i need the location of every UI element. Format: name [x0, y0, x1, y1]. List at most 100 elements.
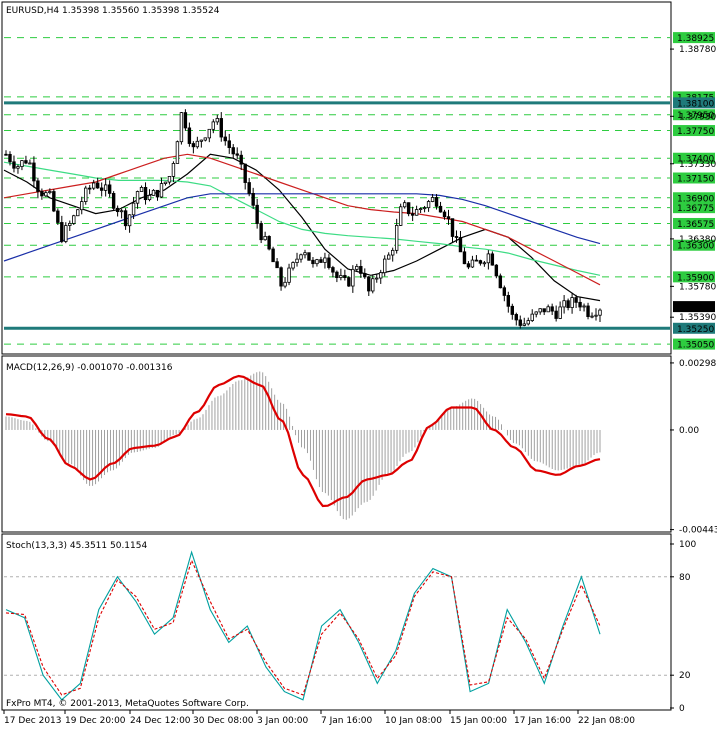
candle-body — [119, 210, 124, 213]
price-level-tag — [673, 172, 715, 184]
candle-body — [40, 191, 44, 197]
stoch-main-line — [5, 550, 601, 701]
candle-body — [574, 297, 578, 303]
candle-body — [490, 253, 495, 266]
price-axis-label: 1.38780 — [679, 45, 716, 55]
candle-body — [147, 194, 152, 201]
candle-body — [538, 308, 542, 313]
candle-body — [335, 271, 339, 279]
stoch-signal-line — [5, 558, 601, 696]
price-level-tag — [673, 239, 715, 251]
candle-body — [510, 305, 514, 315]
candle-body — [394, 225, 399, 251]
axis-labels-layer: 1.38780 1.37930 1.37330 1.36380 1.35780 1.353… — [3, 45, 717, 726]
candle-body — [598, 309, 602, 316]
candle-body — [32, 162, 36, 182]
candle-body — [175, 141, 180, 164]
candle-body — [92, 182, 96, 189]
candle-body — [410, 213, 415, 216]
candle-body — [450, 218, 455, 237]
candle-body — [470, 259, 475, 268]
candle-body — [446, 216, 451, 220]
candle-body — [263, 236, 267, 241]
price-axis-label: 1.37330 — [679, 160, 716, 170]
macd-axis-label: -0.004433 — [679, 526, 717, 536]
candle-body — [123, 210, 128, 227]
time-axis-label: 24 Dec 12:00 — [130, 716, 191, 726]
price-pane-frame[interactable] — [1, 1, 672, 355]
candle-body — [247, 182, 251, 194]
candle-body — [506, 295, 511, 307]
candle-body — [8, 153, 12, 163]
candle-body — [442, 211, 447, 218]
price-level-label: 1.37150 — [677, 175, 714, 185]
candle-body — [418, 208, 423, 210]
macd-signal-line — [5, 374, 601, 508]
price-level-tag — [673, 152, 715, 164]
time-axis-label: 30 Dec 08:00 — [193, 716, 254, 726]
candle-body — [20, 160, 24, 167]
macd-layer — [5, 371, 601, 520]
price-axis-label: 1.35780 — [679, 282, 716, 292]
time-axis-label: 15 Jan 00:00 — [450, 716, 507, 726]
candle-body — [387, 254, 391, 260]
candle-body — [163, 181, 168, 184]
candle-body — [514, 314, 518, 321]
candle-body — [363, 273, 367, 278]
price-axis-label: 1.35390 — [679, 313, 716, 323]
price-axis-label: 1.36380 — [679, 235, 716, 245]
candle-body — [546, 306, 550, 313]
candle-body — [331, 267, 335, 273]
candle-body — [498, 275, 503, 289]
candle-body — [56, 210, 60, 223]
candle-body — [107, 184, 112, 194]
price-level-tag — [673, 322, 715, 334]
candle-body — [68, 222, 72, 226]
candle-body — [534, 311, 538, 315]
candle-body — [80, 201, 84, 211]
stoch-pane-frame[interactable] — [1, 533, 672, 711]
candle-body — [311, 259, 315, 265]
price-level-tag — [673, 202, 715, 214]
candle-body — [111, 193, 116, 209]
price-levels-layer: 1.389251.381751.381001.379501.377501.374… — [4, 32, 715, 351]
candle-body — [219, 118, 223, 138]
candle-body — [187, 127, 192, 144]
candle-body — [255, 204, 259, 224]
candle-body — [458, 237, 463, 253]
candle-body — [52, 191, 56, 212]
candle-body — [375, 277, 379, 280]
candle-body — [203, 137, 208, 141]
candle-body — [259, 223, 263, 241]
candle-body — [582, 305, 586, 308]
candle-body — [522, 323, 526, 326]
price-level-tag — [673, 32, 715, 44]
candle-body — [502, 287, 507, 296]
time-axis-label: 22 Jan 08:00 — [578, 716, 635, 726]
time-axis-label: 10 Jan 08:00 — [385, 716, 442, 726]
time-axis-label: 17 Dec 2013 — [4, 716, 62, 726]
candle-body — [474, 259, 479, 262]
candle-body — [139, 186, 144, 192]
candle-body — [291, 262, 295, 269]
candle-body — [383, 258, 387, 274]
stoch-axis-label: 80 — [679, 573, 691, 583]
candle-body — [347, 277, 351, 287]
candle-body — [303, 252, 307, 256]
candle-body — [295, 258, 299, 263]
candle-body — [319, 259, 323, 263]
current-price-tag — [673, 301, 715, 313]
candle-body — [99, 187, 104, 191]
candle-body — [251, 193, 255, 206]
macd-title: MACD(12,26,9) -0.001070 -0.001316 — [6, 363, 173, 373]
candle-body — [115, 207, 120, 213]
price-chart-title: EURUSD,H4 1.35398 1.35560 1.35398 1.3552… — [6, 6, 220, 16]
candle-body — [566, 300, 570, 308]
candle-body — [275, 261, 279, 269]
candle-body — [526, 320, 530, 325]
macd-pane-frame[interactable] — [1, 355, 672, 533]
price-level-label: 1.35250 — [677, 325, 714, 335]
candle-body — [367, 276, 371, 292]
